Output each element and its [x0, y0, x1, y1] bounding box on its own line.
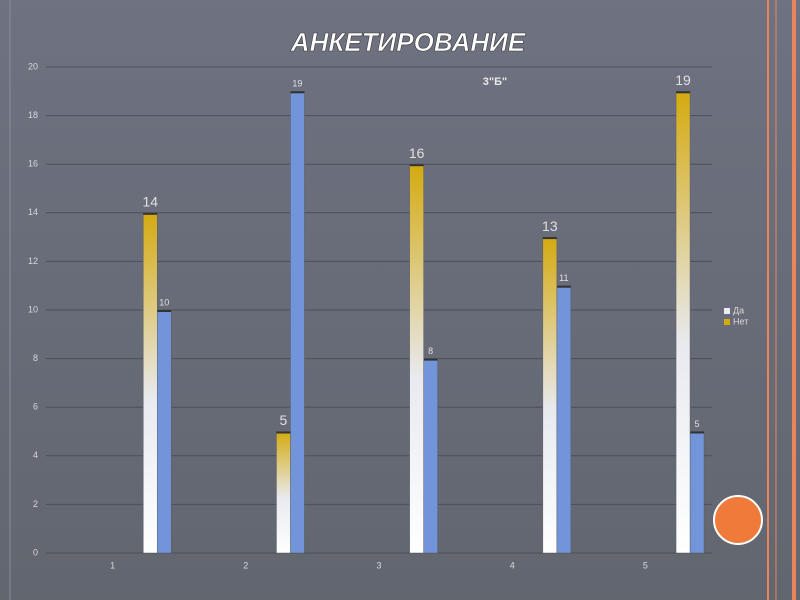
bar [156, 309, 172, 554]
bar [689, 431, 705, 554]
bar [556, 285, 572, 554]
bar [409, 163, 424, 554]
y-tick-label: 4 [33, 450, 38, 460]
bar-top [676, 91, 691, 94]
value-label: 5 [280, 412, 288, 428]
y-tick-label: 6 [33, 402, 38, 412]
bar-top [542, 237, 557, 240]
value-label: 13 [542, 218, 558, 234]
bar [276, 431, 291, 554]
y-tick-label: 16 [28, 159, 38, 169]
x-tick-label: 3 [376, 560, 381, 570]
bar [423, 358, 438, 554]
legend-marker [724, 319, 730, 325]
legend-label: Да [733, 305, 744, 315]
legend-label: Нет [733, 316, 748, 326]
bar-top [143, 212, 158, 215]
slide-title: АНКЕТИРОВАНИЕ [290, 27, 526, 57]
bar-top [423, 358, 438, 361]
chart: 0 2 4 6 8 10 12 14 16 18 20 1 10 14 2 19 5 3 8 16 4 11 13 5 5 19 Д… [28, 61, 748, 570]
value-label: 11 [559, 273, 568, 283]
value-label: 16 [409, 145, 425, 161]
y-tick-label: 18 [28, 110, 38, 120]
y-tick-label: 20 [28, 61, 38, 71]
y-tick-label: 2 [33, 499, 38, 509]
value-label: 19 [675, 72, 691, 88]
value-label: 14 [142, 194, 158, 210]
bar [142, 212, 158, 554]
bar-top [290, 91, 305, 94]
x-tick-label: 2 [243, 560, 248, 570]
value-label: 5 [695, 419, 700, 429]
bar-top [556, 285, 571, 288]
bar-top [157, 310, 172, 312]
chart-subtitle: 3"Б" [483, 76, 507, 88]
x-tick-label: 1 [110, 560, 115, 570]
value-label: 19 [292, 79, 302, 89]
y-tick-label: 0 [33, 547, 38, 557]
value-label: 10 [159, 297, 169, 307]
bar-top [276, 431, 291, 434]
bar [675, 91, 691, 554]
bar [290, 91, 305, 554]
value-label: 8 [428, 346, 433, 356]
x-tick-label: 5 [643, 560, 648, 570]
x-tick-label: 4 [510, 560, 515, 570]
y-tick-label: 8 [33, 353, 38, 363]
y-tick-label: 12 [28, 256, 38, 266]
decor-circle [713, 495, 763, 545]
bar-top [409, 164, 424, 167]
legend-marker [724, 308, 730, 314]
y-tick-label: 14 [28, 207, 38, 217]
y-tick-label: 10 [28, 304, 38, 314]
bar-top [690, 431, 705, 434]
bar [542, 236, 558, 554]
